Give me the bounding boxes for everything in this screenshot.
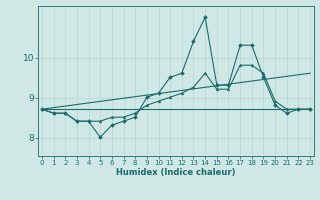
- X-axis label: Humidex (Indice chaleur): Humidex (Indice chaleur): [116, 168, 236, 177]
